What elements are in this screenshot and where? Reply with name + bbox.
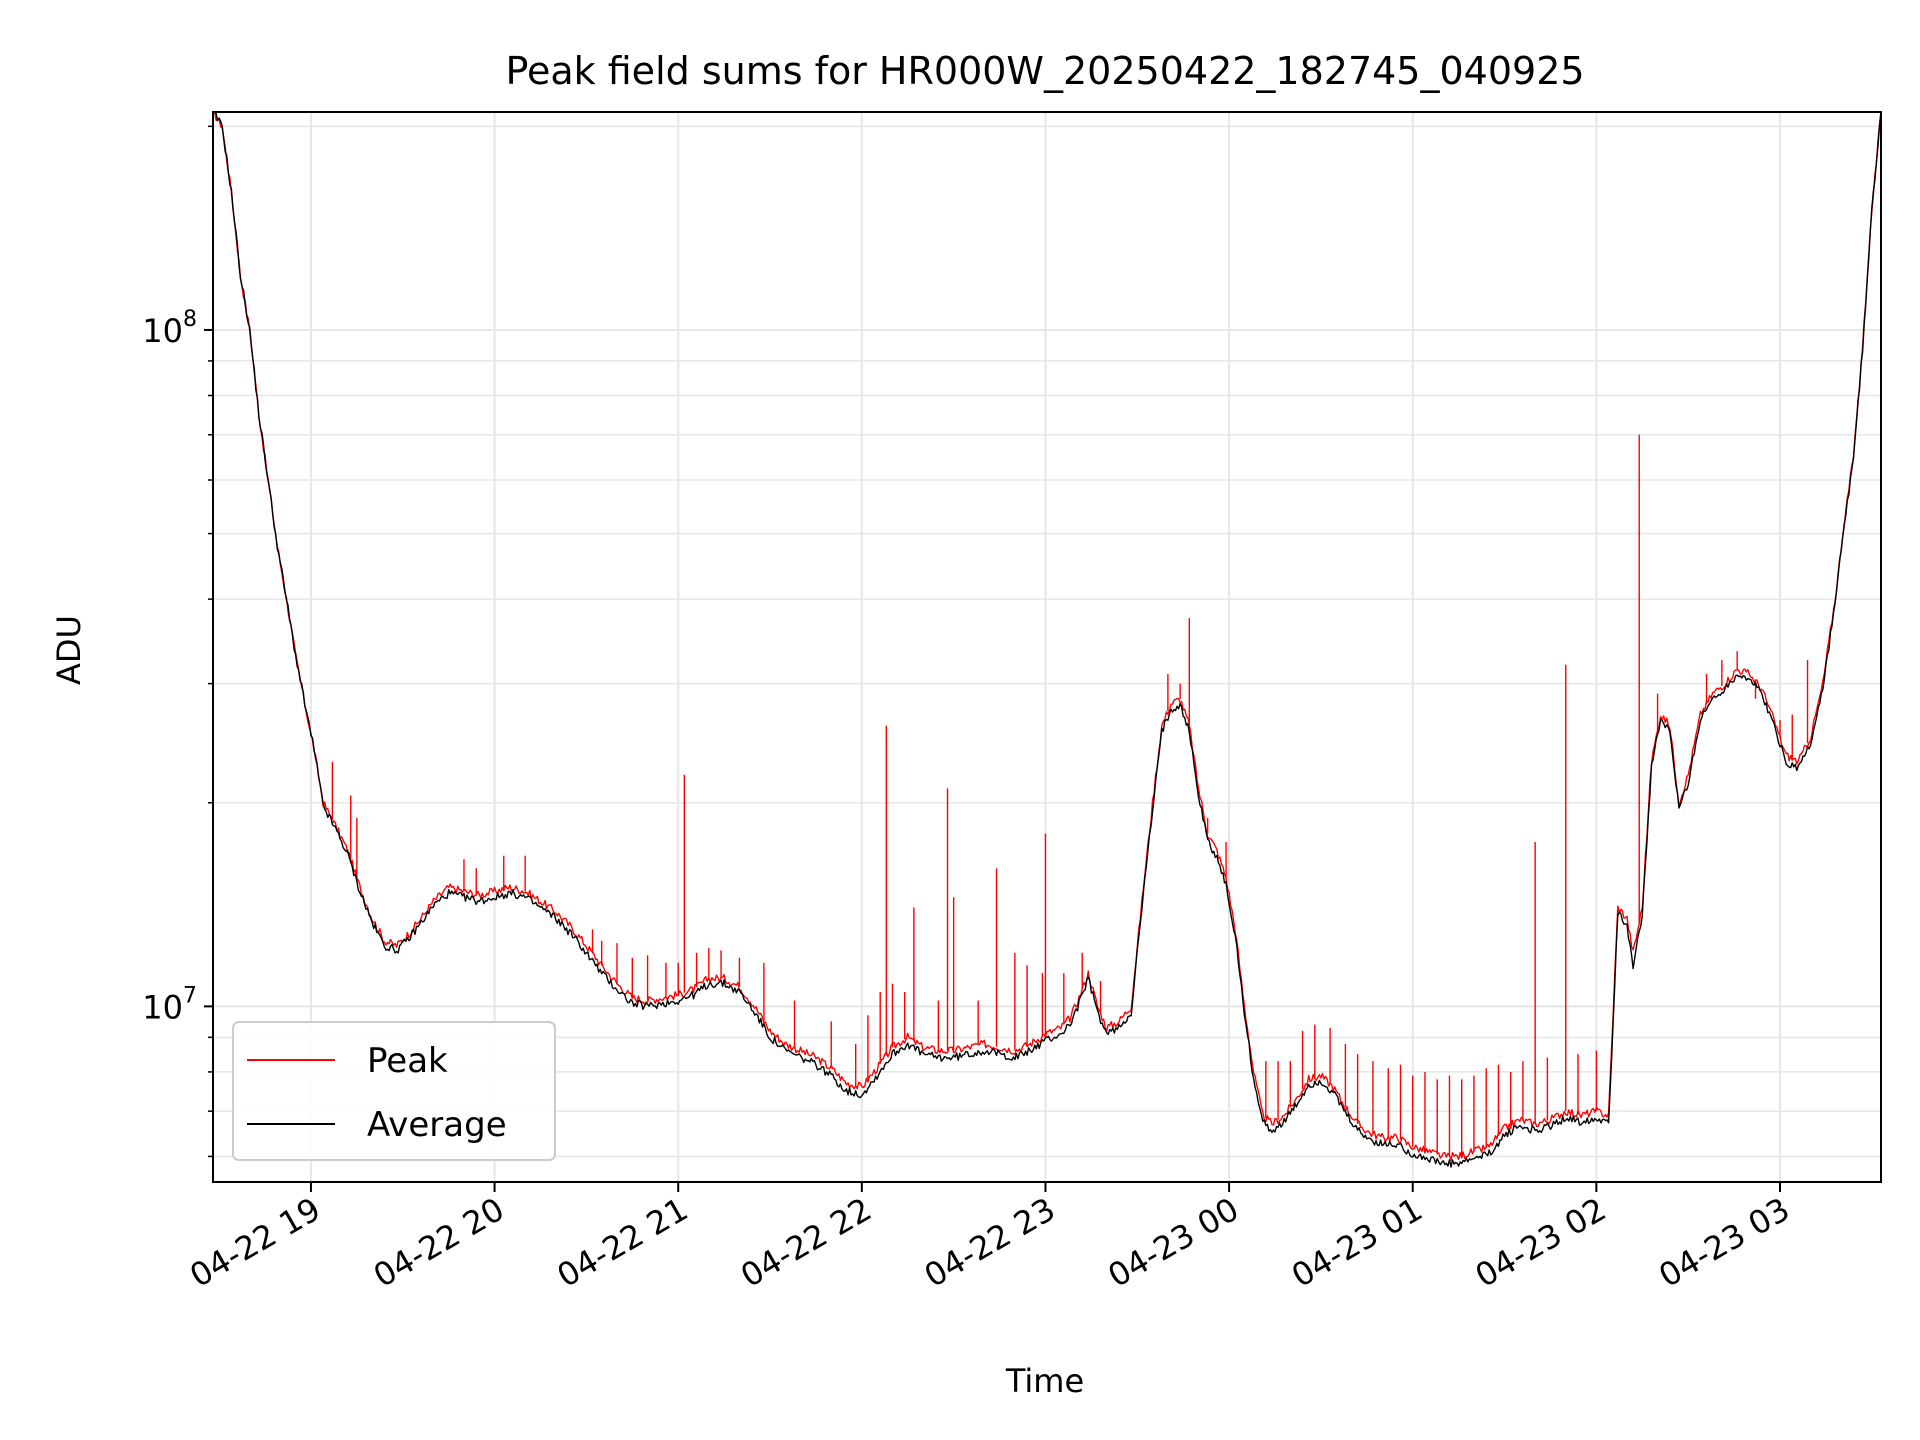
- series-line-peak: [213, 112, 1881, 1161]
- y-axis-label: ADU: [50, 615, 88, 685]
- legend-box: [232, 1021, 556, 1161]
- plot-frame: [212, 111, 1882, 1183]
- legend: Peak Average: [232, 1021, 556, 1161]
- y-tick-label: 107: [142, 983, 197, 1026]
- series-line-average: [213, 112, 1881, 1168]
- y-tick-label-exponent: 7: [183, 983, 197, 1008]
- x-axis-label: Time: [1005, 1362, 1084, 1400]
- y-tick-label-base: 10: [142, 312, 183, 350]
- series-layer: [213, 112, 1881, 1168]
- legend-label-average: Average: [367, 1105, 507, 1145]
- y-tick-label-exponent: 8: [183, 307, 197, 332]
- series-average: [213, 112, 1881, 1168]
- y-tick-label-base: 10: [142, 988, 183, 1026]
- chart-title: Peak field sums for HR000W_20250422_1827…: [505, 49, 1584, 93]
- legend-label-peak: Peak: [367, 1041, 448, 1081]
- y-tick-label: 108: [142, 307, 197, 350]
- series-peak: [213, 112, 1881, 1161]
